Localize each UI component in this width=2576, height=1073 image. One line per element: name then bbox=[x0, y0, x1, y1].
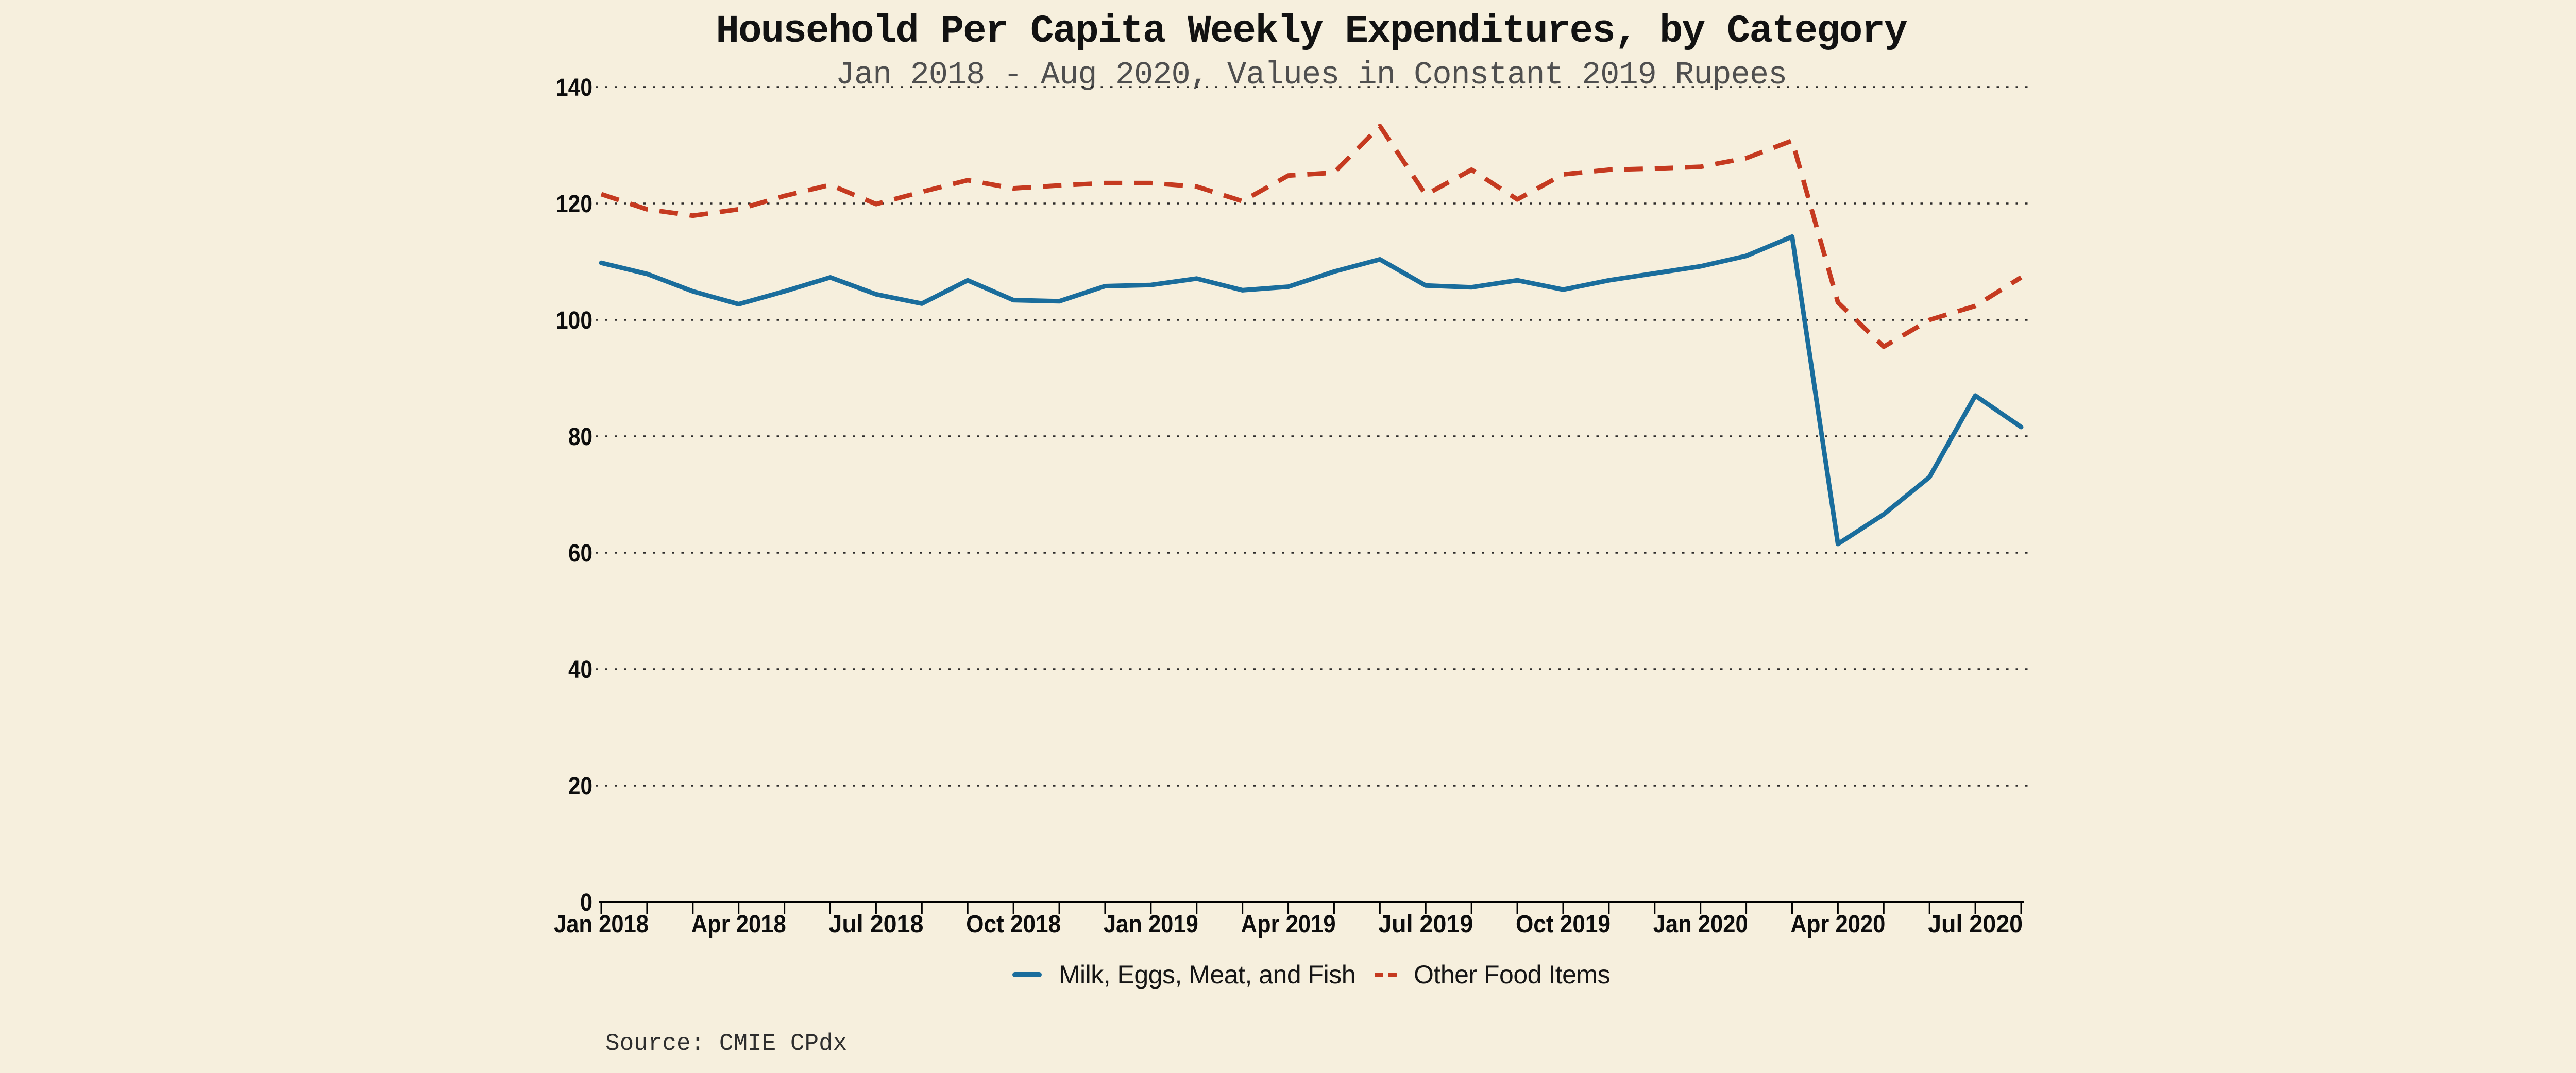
series-line-milk-eggs-meat-fish bbox=[599, 234, 2024, 547]
y-axis-label-100: 100 bbox=[556, 307, 592, 334]
x-axis-label: Jul 2019 bbox=[1378, 911, 1473, 938]
chart-title: Household Per Capita Weekly Expenditures… bbox=[716, 9, 1907, 54]
source-note: Source: CMIE CPdx bbox=[605, 1030, 848, 1057]
x-axis-label: Jan 2020 bbox=[1653, 911, 1748, 938]
legend-label-other: Other Food Items bbox=[1414, 960, 1611, 989]
x-axis-label: Oct 2018 bbox=[966, 911, 1061, 938]
x-axis-label: Apr 2018 bbox=[691, 911, 786, 938]
x-axis-label: Apr 2019 bbox=[1241, 911, 1336, 938]
chart-legend: Milk, Eggs, Meat, and Fish Other Food It… bbox=[601, 951, 2021, 998]
legend-item-other: Other Food Items bbox=[1375, 960, 1611, 990]
legend-label-milk: Milk, Eggs, Meat, and Fish bbox=[1058, 960, 1356, 989]
y-axis-label-60: 60 bbox=[568, 540, 592, 567]
x-axis-label: Jan 2018 bbox=[554, 911, 649, 938]
other-dashed-swatch-icon bbox=[1375, 972, 1397, 977]
x-axis-label: Apr 2020 bbox=[1790, 911, 1885, 938]
y-axis-label-40: 40 bbox=[568, 656, 592, 684]
y-axis-label-140: 140 bbox=[556, 74, 592, 101]
x-axis-label: Jan 2019 bbox=[1104, 911, 1198, 938]
dash-segment bbox=[1388, 972, 1397, 977]
x-axis-label: Jul 2020 bbox=[1928, 911, 2023, 938]
legend-item-milk: Milk, Eggs, Meat, and Fish bbox=[1012, 960, 1356, 990]
series-line-other-food bbox=[600, 124, 2023, 349]
x-axis-label: Oct 2019 bbox=[1516, 911, 1611, 938]
y-axis-label-80: 80 bbox=[568, 423, 592, 451]
y-axis-label-0: 0 bbox=[580, 889, 592, 916]
y-axis-label-120: 120 bbox=[556, 191, 592, 218]
x-axis-label: Jul 2018 bbox=[828, 911, 923, 938]
milk-line-swatch-icon bbox=[1012, 972, 1042, 977]
dash-segment bbox=[1375, 972, 1384, 977]
y-axis-label-20: 20 bbox=[568, 773, 592, 800]
